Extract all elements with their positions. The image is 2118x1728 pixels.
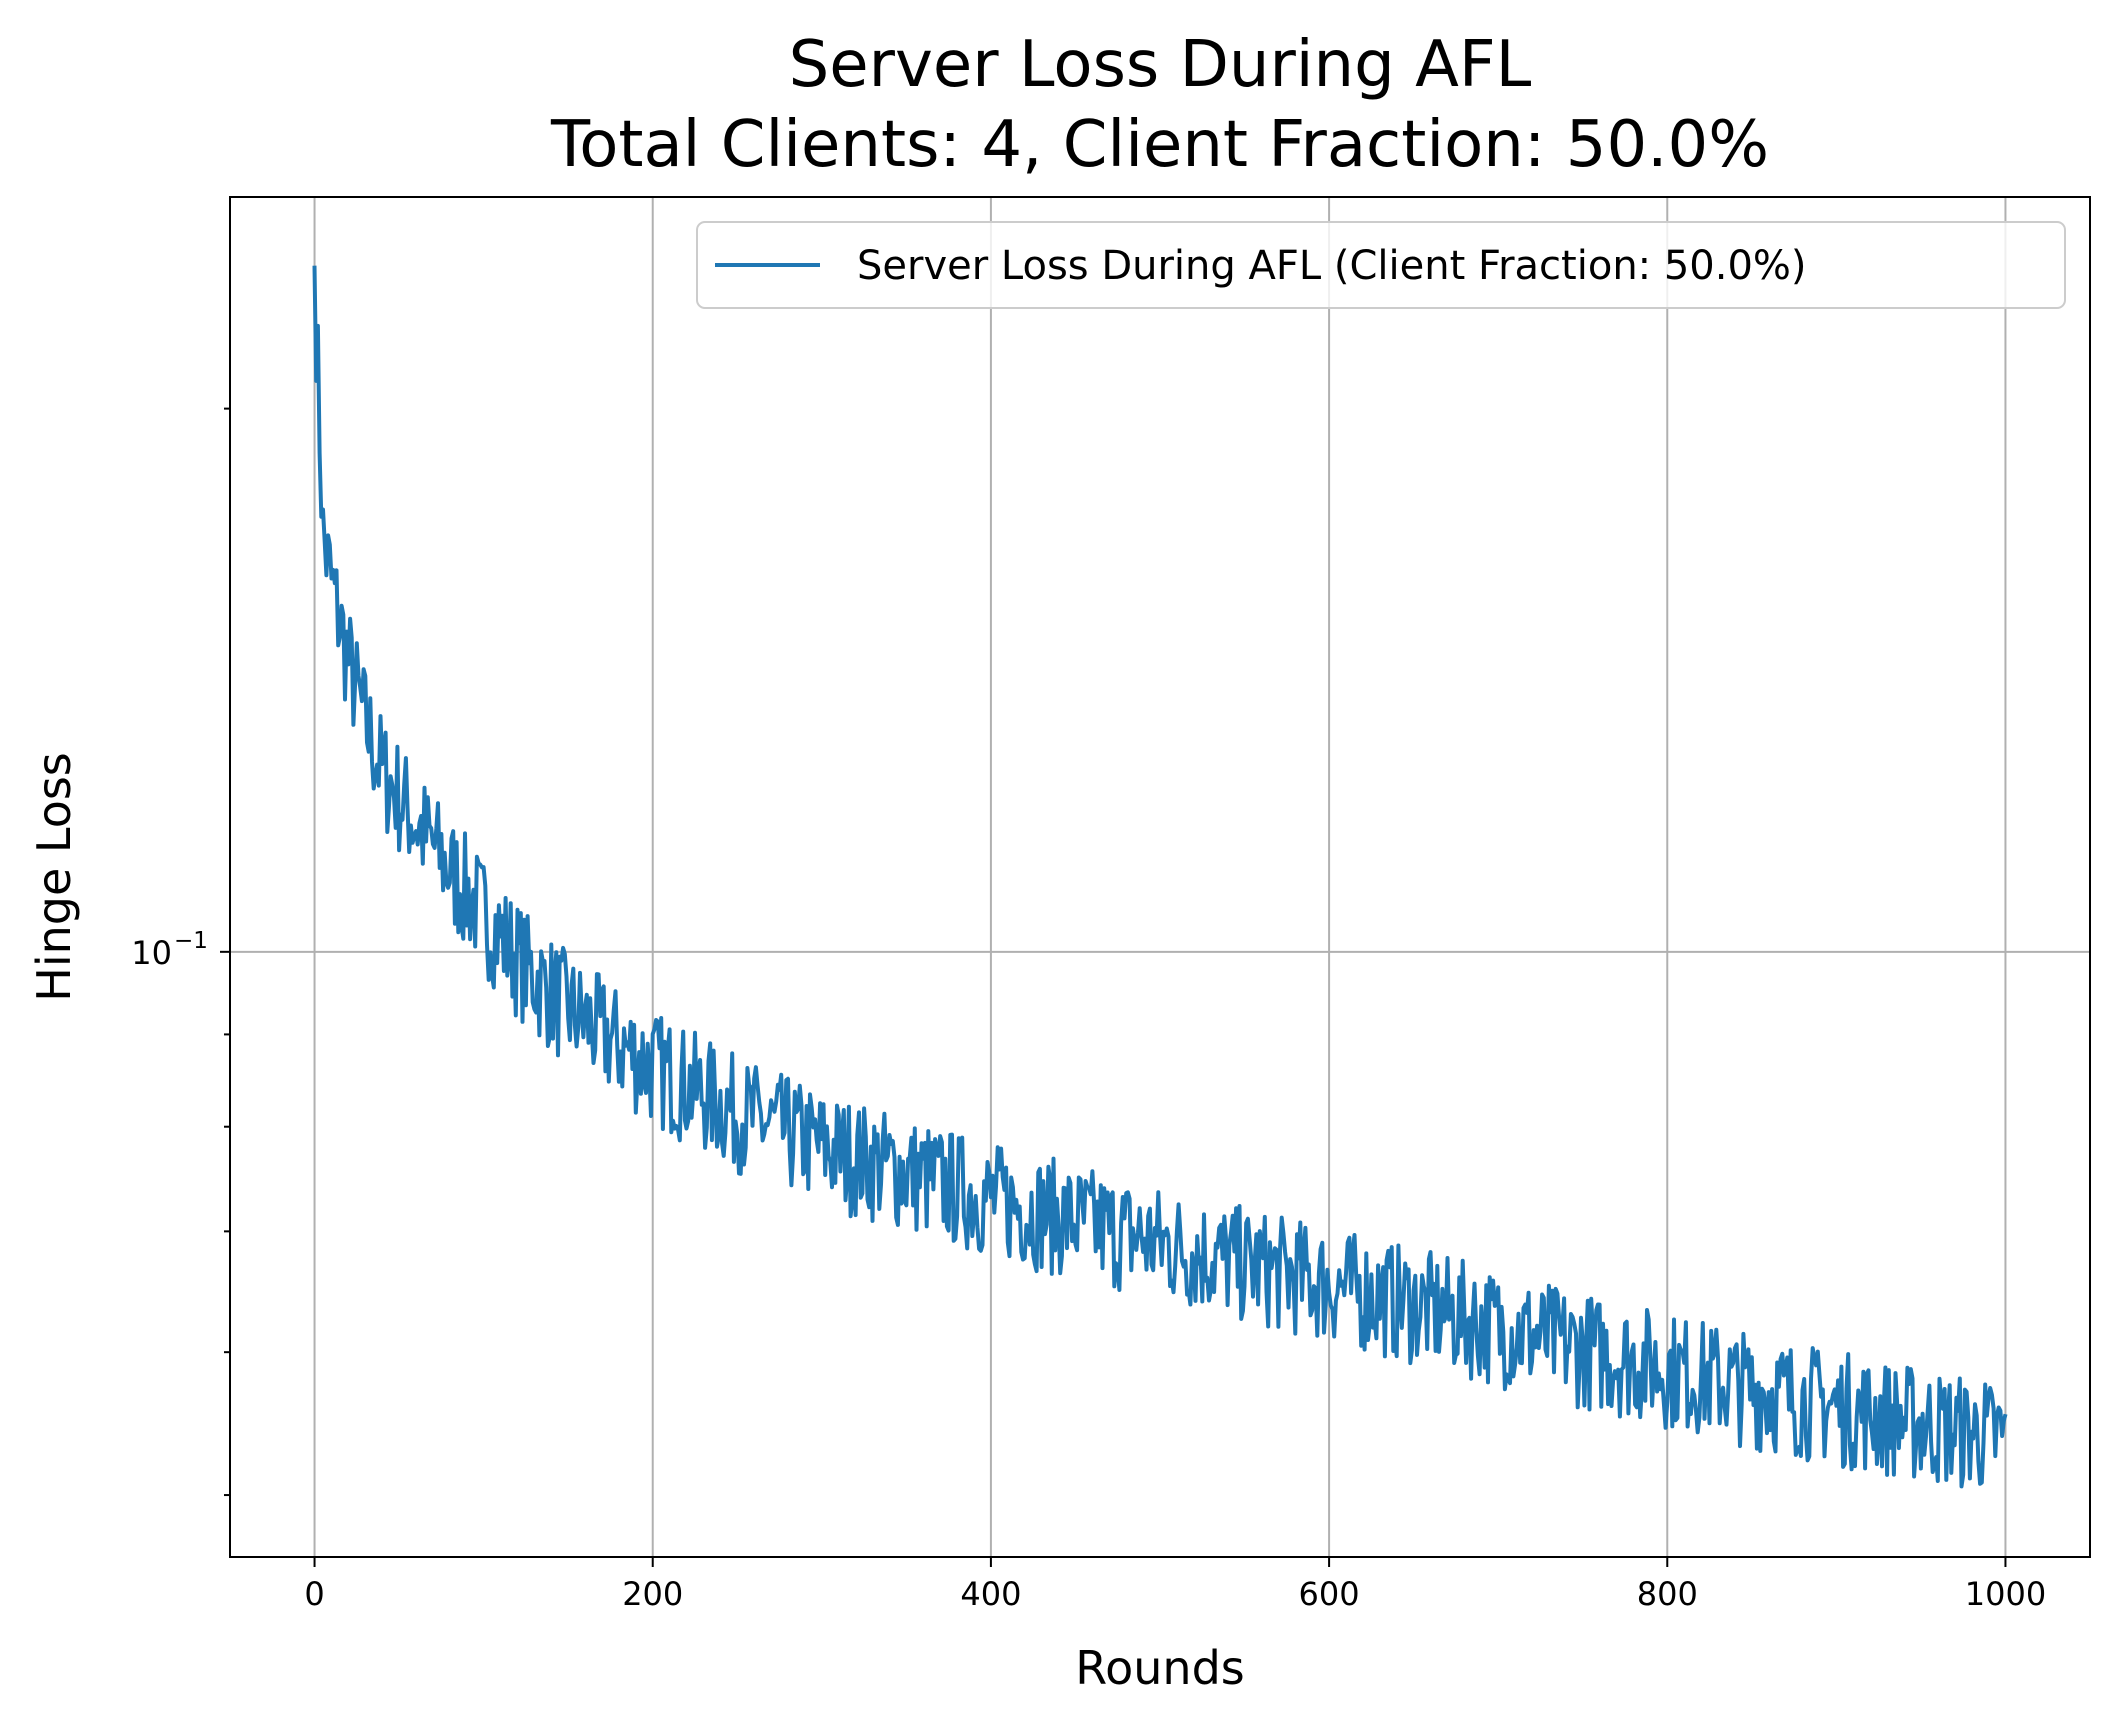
- chart-title-line-1: Server Loss During AFL: [789, 28, 1532, 102]
- x-tick-label: 400: [960, 1575, 1021, 1613]
- y-tick-label: 10 −1: [131, 928, 208, 972]
- x-tick-label: 0: [304, 1575, 324, 1613]
- x-axis-label: Rounds: [1075, 1641, 1245, 1695]
- x-tick-label: 1000: [1965, 1575, 2046, 1613]
- x-axis-ticks: 0 200 400 600 800 1000: [304, 1557, 2046, 1613]
- x-tick-label: 200: [622, 1575, 683, 1613]
- y-tick-exponent: −1: [174, 928, 208, 954]
- y-tick-base: 10: [131, 934, 172, 972]
- plot-frame: [229, 196, 2091, 1558]
- legend-entry: Server Loss During AFL (Client Fraction:…: [857, 243, 1807, 289]
- legend-box: [696, 221, 2066, 309]
- legend: Server Loss During AFL (Client Fraction:…: [696, 221, 2066, 309]
- x-tick-label: 800: [1637, 1575, 1698, 1613]
- y-axis-ticks: 10 −1: [131, 407, 230, 1497]
- series-line-server-loss: [312, 265, 2008, 1489]
- x-tick-label: 600: [1299, 1575, 1360, 1613]
- series-layer: [312, 265, 2008, 1489]
- chart-title-line-2: Total Clients: 4, Client Fraction: 50.0%: [550, 108, 1769, 182]
- y-axis-label: Hinge Loss: [27, 752, 81, 1002]
